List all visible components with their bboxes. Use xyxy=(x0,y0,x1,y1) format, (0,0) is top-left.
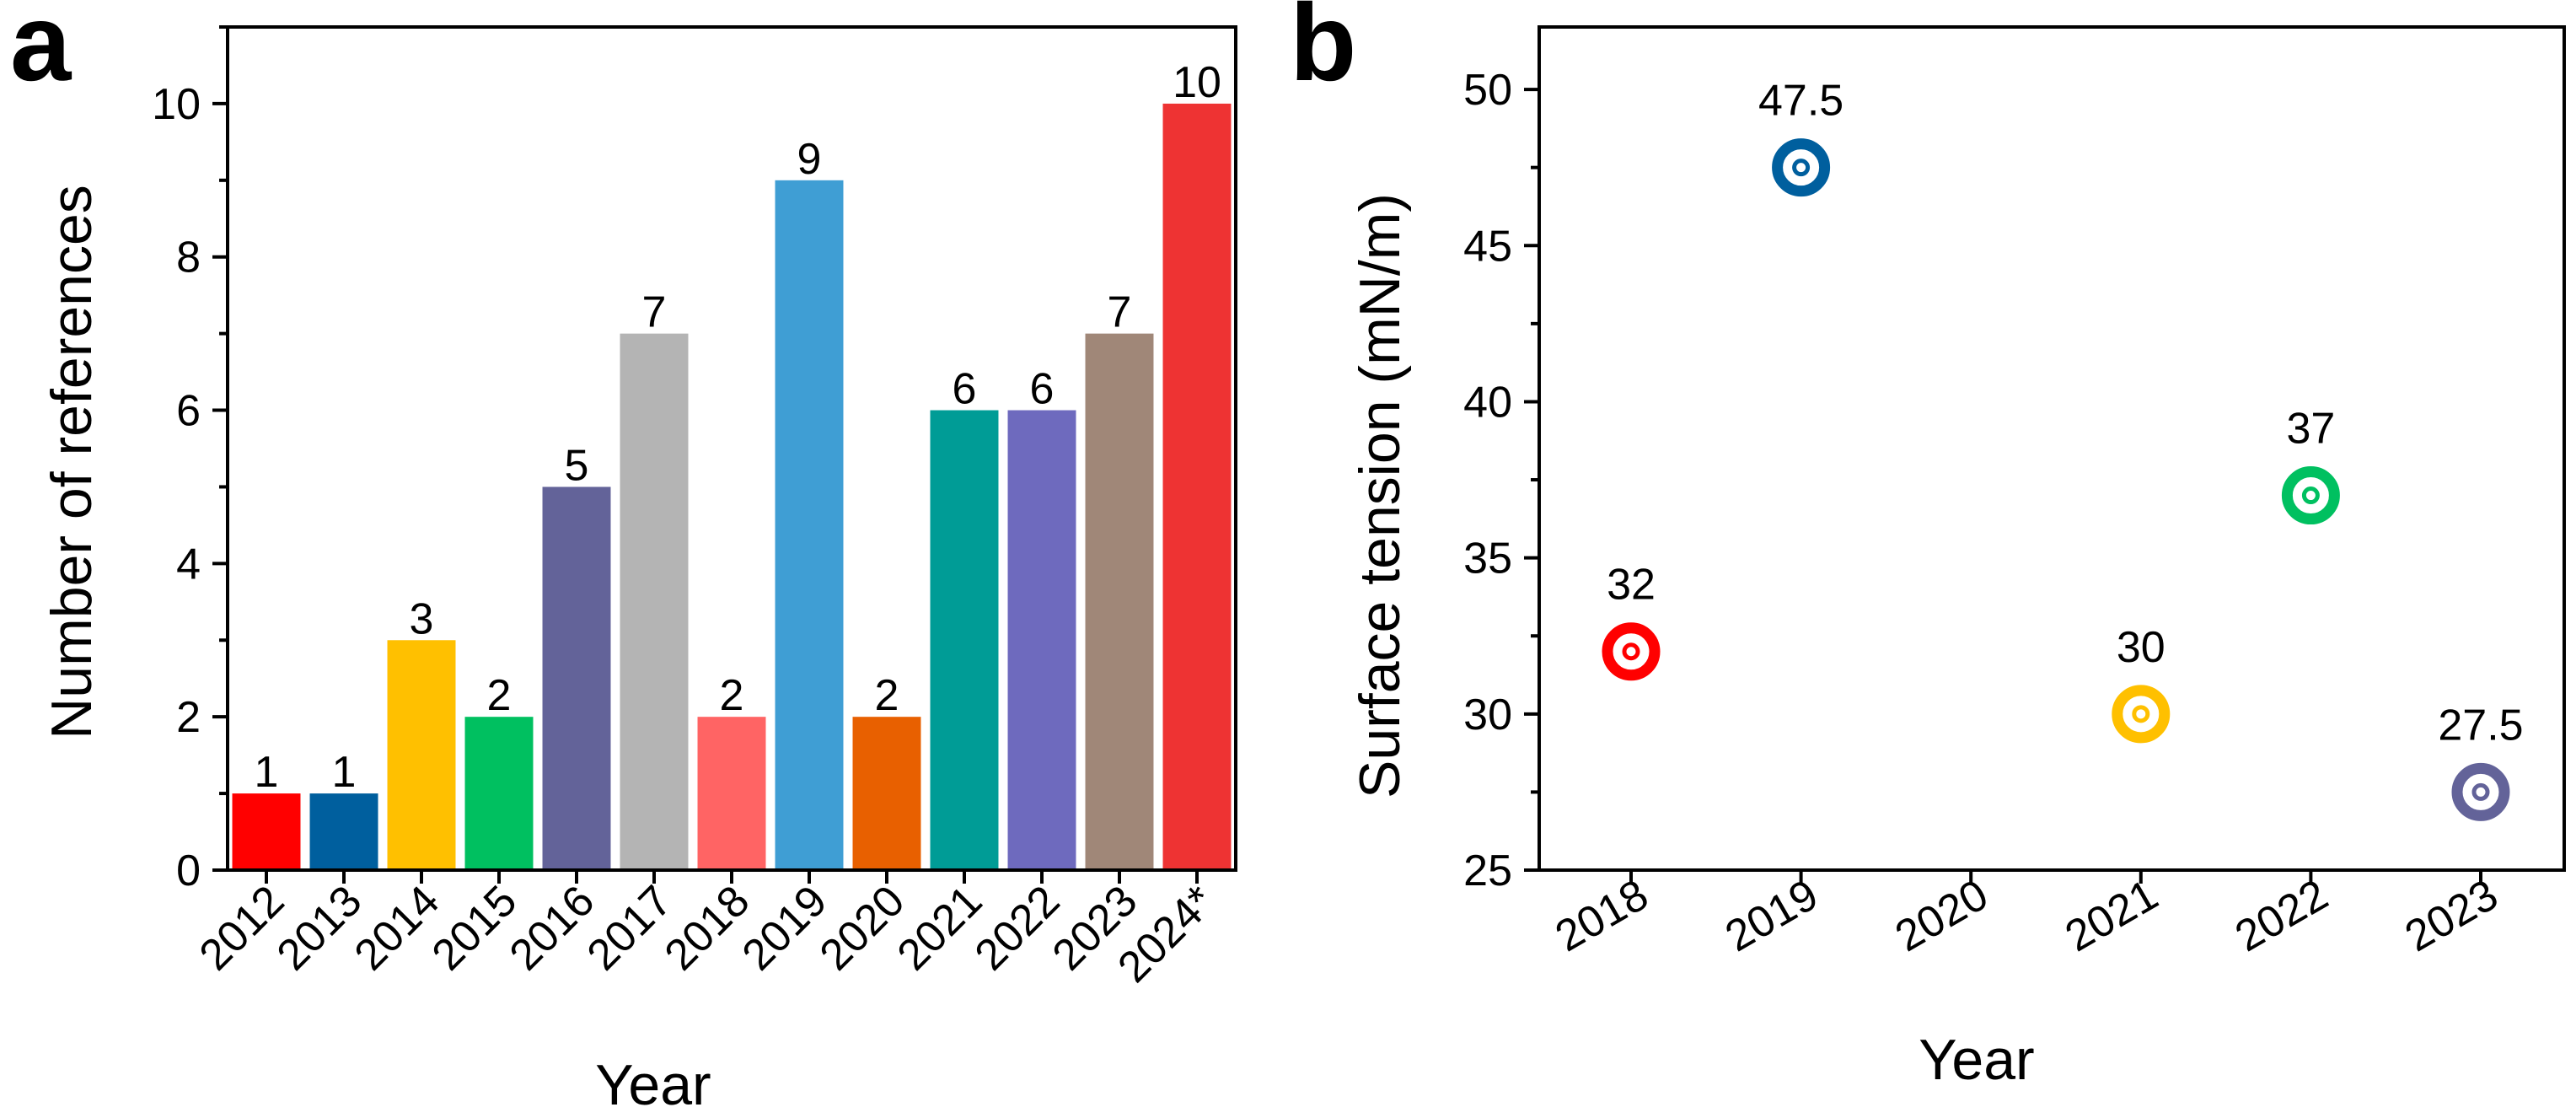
x-tick-label: 2018 xyxy=(1548,870,1656,961)
y-tick-label: 0 xyxy=(176,847,201,895)
bar-value-label: 6 xyxy=(953,365,977,414)
x-tick-label: 2019 xyxy=(1717,870,1826,961)
x-tick-label: 2018 xyxy=(656,876,759,980)
x-tick-label: 2022 xyxy=(2227,870,2336,961)
bar-2018 xyxy=(697,717,766,870)
x-tick-label: 2020 xyxy=(811,876,915,980)
point-2018 xyxy=(1602,622,1661,681)
bar-labels-group: 1 1 3 2 5 7 2 9 2 6 6 7 10 xyxy=(255,58,1221,797)
x-tick-label: 2021 xyxy=(2058,870,2166,961)
point-ring xyxy=(2112,685,2171,744)
point-ring xyxy=(2281,466,2340,525)
point-labels-group: 32 47.5 30 37 27.5 xyxy=(1607,77,2524,750)
bar-2022 xyxy=(1007,410,1076,871)
bar-2012 xyxy=(232,793,301,870)
point-value-label: 37 xyxy=(2286,405,2335,454)
bar-2021 xyxy=(930,410,999,871)
x-axis-label-b: Year xyxy=(1919,1028,2034,1092)
x-tick-label: 2015 xyxy=(423,876,527,980)
bar-value-label: 2 xyxy=(875,671,899,720)
axes-b: 25 30 35 40 45 50 2018 2019 2020 2021 2022 2023 xyxy=(1463,25,2566,961)
bar-value-label: 2 xyxy=(720,671,744,720)
bar-2023 xyxy=(1085,333,1154,870)
x-tick-label: 2019 xyxy=(733,876,837,980)
bar-2015 xyxy=(464,717,534,870)
point-value-label: 30 xyxy=(2117,623,2165,672)
x-tick-label: 2020 xyxy=(1887,870,1996,961)
bar-2014 xyxy=(387,640,456,870)
point-ring xyxy=(1602,622,1661,681)
point-2019 xyxy=(1772,138,1831,197)
plot-frame-b xyxy=(1538,25,2566,872)
bar-value-label: 7 xyxy=(642,288,667,337)
point-center xyxy=(2471,782,2490,801)
y-axis-label-b: Surface tension (mN/m) xyxy=(1348,193,1412,798)
bar-2013 xyxy=(309,793,378,870)
point-value-label: 32 xyxy=(1607,561,1656,610)
point-center xyxy=(2132,705,2150,723)
panel-letter-a: a xyxy=(10,0,72,104)
x-tick-label: 2017 xyxy=(578,876,682,980)
bar-value-label: 3 xyxy=(410,594,434,643)
bars-group xyxy=(232,103,1232,871)
panel-a: a 1 1 3 2 5 7 2 9 2 6 6 7 10 0 2 4 6 8 10 2012201320142015… xyxy=(10,0,1237,1117)
bar-value-label: 6 xyxy=(1030,365,1055,414)
y-tick-label: 35 xyxy=(1463,535,1512,583)
point-center xyxy=(1792,159,1811,177)
bar-value-label: 10 xyxy=(1173,58,1221,107)
bar-value-label: 1 xyxy=(332,748,357,797)
point-ring xyxy=(2451,762,2510,821)
bar-2016 xyxy=(542,486,611,870)
point-2022 xyxy=(2281,466,2340,525)
y-tick-label: 30 xyxy=(1463,691,1512,739)
bar-value-label: 7 xyxy=(1108,288,1132,337)
y-axis-label-a: Number of references xyxy=(40,185,104,739)
y-tick-label: 45 xyxy=(1463,222,1512,271)
bar-2017 xyxy=(620,333,689,870)
x-tick-label: 2014 xyxy=(346,876,449,980)
point-value-label: 27.5 xyxy=(2438,701,2523,750)
bar-value-label: 5 xyxy=(565,441,589,490)
bar-value-label: 9 xyxy=(797,135,822,184)
point-2021 xyxy=(2112,685,2171,744)
point-2023 xyxy=(2451,762,2510,821)
points-group xyxy=(1602,138,2510,821)
y-tick-label: 2 xyxy=(176,693,201,742)
bar-2019 xyxy=(775,180,844,870)
y-tick-label: 6 xyxy=(176,387,201,436)
point-ring xyxy=(1772,138,1831,197)
y-tick-label: 50 xyxy=(1463,66,1512,115)
y-tick-label: 25 xyxy=(1463,847,1512,895)
x-tick-label: 2016 xyxy=(501,876,604,980)
x-tick-label: 2012 xyxy=(191,876,294,980)
y-tick-label: 8 xyxy=(176,234,201,282)
point-value-label: 47.5 xyxy=(1758,77,1843,126)
y-tick-label: 10 xyxy=(152,80,201,129)
x-tick-label: 2021 xyxy=(888,876,992,980)
point-center xyxy=(1622,642,1640,661)
bar-2024* xyxy=(1162,103,1232,871)
bar-2020 xyxy=(852,717,921,870)
x-tick-label: 2022 xyxy=(966,876,1070,980)
y-tick-label: 4 xyxy=(176,540,201,589)
bar-value-label: 2 xyxy=(487,671,512,720)
point-center xyxy=(2301,486,2320,505)
x-tick-label: 2023 xyxy=(2397,870,2506,961)
bar-value-label: 1 xyxy=(255,748,279,797)
y-tick-label: 40 xyxy=(1463,378,1512,427)
panel-b: b 25 30 35 40 45 50 2018 2019 2020 2021 2022 2023 3… xyxy=(1290,0,2566,1092)
panel-letter-b: b xyxy=(1290,0,1356,104)
x-tick-label: 2013 xyxy=(268,876,372,980)
x-axis-label-a: Year xyxy=(595,1053,711,1117)
